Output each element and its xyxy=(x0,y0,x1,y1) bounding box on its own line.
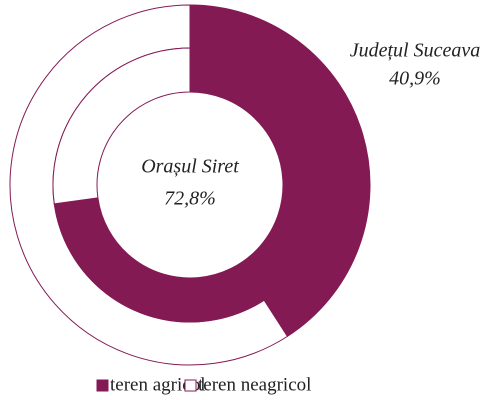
legend-swatch xyxy=(96,379,109,392)
data-label: 72,8% xyxy=(164,188,216,210)
legend-label: teren agricol xyxy=(110,374,205,395)
series-label: Orașul Siret xyxy=(141,156,239,178)
series-label: Județul Suceava xyxy=(350,40,481,62)
legend-label: teren neagricol xyxy=(198,374,311,395)
legend-swatch xyxy=(184,379,197,392)
data-label: 40,9% xyxy=(389,68,441,90)
donut-segment xyxy=(53,47,328,323)
donut-segment xyxy=(52,47,191,205)
